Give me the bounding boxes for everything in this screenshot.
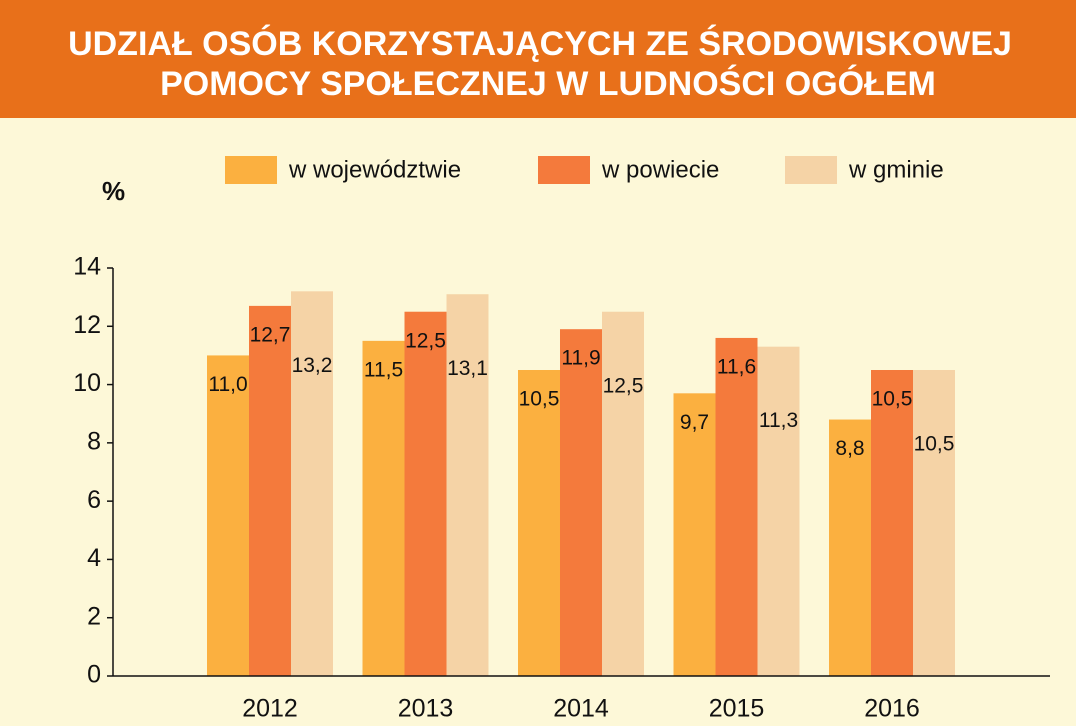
y-tick-label: 8 [87, 427, 101, 455]
value-label: 8,8 [835, 437, 864, 460]
x-tick-label: 2016 [864, 695, 920, 723]
legend-label: w powiecie [601, 156, 719, 183]
bar [291, 291, 333, 676]
legend-swatch [225, 156, 277, 184]
value-label: 11,5 [364, 358, 403, 381]
bar [560, 329, 602, 676]
value-label: 11,0 [208, 373, 247, 396]
value-label: 11,6 [717, 355, 756, 378]
bar [673, 393, 716, 676]
value-label: 10,5 [872, 388, 913, 411]
value-label: 10,5 [914, 433, 955, 456]
x-tick-label: 2012 [242, 695, 298, 723]
value-label: 12,7 [250, 323, 291, 346]
header [0, 0, 1076, 118]
bar [871, 370, 913, 676]
chart-title: POMOCY SPOŁECZNEJ W LUDNOŚCI OGÓŁEM [160, 65, 936, 103]
bar [715, 337, 758, 676]
bar [602, 311, 644, 676]
x-tick-label: 2014 [553, 695, 609, 723]
bar [404, 311, 447, 676]
bar [829, 419, 871, 676]
x-tick-label: 2015 [709, 695, 765, 723]
x-tick-label: 2013 [398, 695, 454, 723]
value-label: 13,1 [447, 357, 488, 380]
y-tick-label: 4 [87, 544, 101, 572]
bar [518, 370, 560, 676]
legend-swatch [785, 156, 837, 184]
y-tick-label: 14 [73, 253, 101, 281]
value-label: 11,3 [759, 409, 798, 432]
bar [207, 355, 249, 676]
y-tick-label: 0 [87, 661, 101, 689]
y-tick-label: 2 [87, 602, 101, 630]
bar [362, 340, 405, 676]
legend-label: w województwie [288, 156, 461, 183]
value-label: 9,7 [680, 411, 709, 434]
bar [249, 305, 291, 676]
value-label: 12,5 [603, 374, 644, 397]
bar [446, 294, 489, 676]
value-label: 13,2 [292, 354, 333, 377]
bar [757, 346, 800, 676]
legend-swatch [538, 156, 590, 184]
y-tick-label: 6 [87, 486, 101, 514]
value-label: 11,9 [561, 347, 600, 370]
value-label: 12,5 [405, 329, 446, 352]
y-tick-label: 12 [73, 311, 101, 339]
value-label: 10,5 [519, 388, 560, 411]
bar [913, 370, 955, 676]
y-axis-label: % [102, 176, 125, 206]
y-tick-label: 10 [73, 369, 101, 397]
legend-label: w gminie [848, 156, 944, 183]
chart-title: UDZIAŁ OSÓB KORZYSTAJĄCYCH ZE ŚRODOWISKO… [68, 25, 1012, 63]
